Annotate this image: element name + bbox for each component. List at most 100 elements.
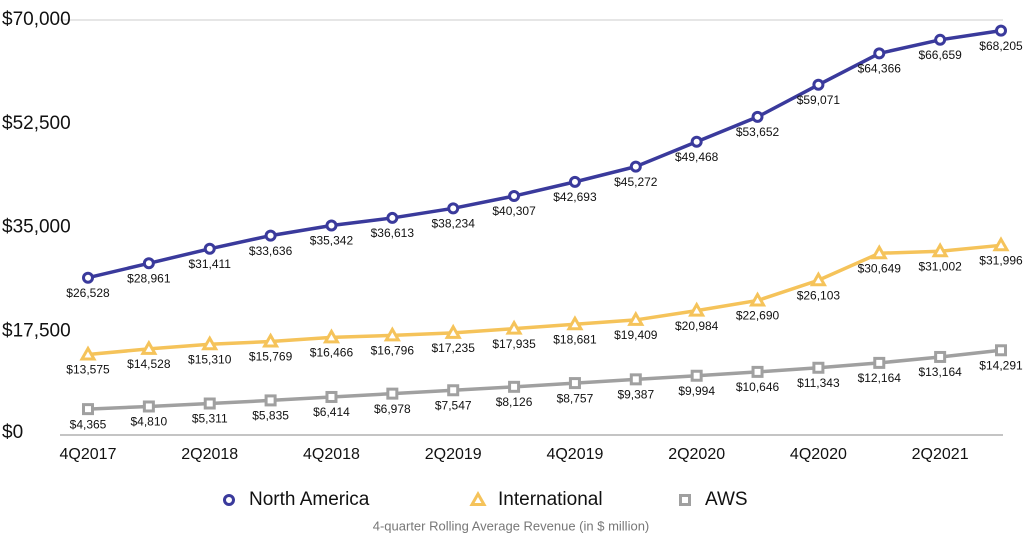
- point: [203, 242, 216, 255]
- data-label: $30,649: [858, 261, 902, 275]
- data-label: $9,387: [617, 388, 654, 402]
- data-label: $26,528: [66, 286, 110, 300]
- y-tick-label: $52,500: [2, 113, 71, 134]
- data-label: $66,659: [918, 48, 962, 62]
- point: [812, 78, 825, 91]
- x-axis-title: 4-quarter Rolling Average Revenue (in $ …: [373, 518, 650, 533]
- data-label: $8,126: [496, 395, 533, 409]
- x-tick-label: 2Q2019: [425, 446, 482, 463]
- point: [262, 332, 280, 348]
- data-label: $12,164: [858, 371, 902, 385]
- point: [870, 244, 888, 260]
- data-label: $15,769: [249, 350, 293, 364]
- data-label: $5,835: [252, 409, 289, 423]
- point: [447, 202, 460, 215]
- point: [690, 135, 703, 148]
- legend-label: North America: [249, 489, 370, 510]
- point: [931, 242, 949, 258]
- point: [934, 33, 947, 46]
- y-tick-label: $17,500: [2, 320, 71, 341]
- data-label: $13,164: [918, 365, 962, 379]
- point: [82, 271, 94, 284]
- point: [508, 190, 521, 203]
- data-label: $13,575: [66, 363, 110, 377]
- point: [322, 328, 341, 344]
- point: [140, 339, 158, 355]
- point: [751, 365, 764, 378]
- point: [873, 356, 886, 369]
- point: [142, 257, 155, 270]
- series-line: [87, 243, 1002, 357]
- data-label: $28,961: [127, 271, 171, 285]
- data-label: $19,409: [614, 328, 658, 342]
- data-label: $26,103: [797, 288, 841, 302]
- data-label: $11,343: [797, 376, 840, 390]
- data-label: $36,613: [371, 226, 415, 240]
- legend-marker: [469, 490, 487, 506]
- x-tick-label: 2Q2020: [668, 446, 725, 463]
- x-tick-label: 2Q2021: [912, 446, 969, 463]
- y-tick-label: $35,000: [2, 217, 71, 238]
- point: [748, 291, 767, 307]
- point: [995, 344, 1007, 357]
- point: [142, 400, 155, 413]
- point: [629, 160, 642, 173]
- data-label: $53,652: [736, 125, 780, 139]
- point: [992, 236, 1010, 252]
- data-label: $40,307: [492, 204, 536, 218]
- data-label: $8,757: [557, 391, 594, 405]
- point: [79, 345, 97, 361]
- data-label: $16,796: [371, 344, 415, 358]
- point: [751, 110, 764, 123]
- data-label: $17,935: [492, 337, 536, 351]
- point: [568, 377, 581, 390]
- data-label: $9,994: [678, 384, 715, 398]
- data-label: $6,414: [313, 405, 350, 419]
- data-label: $4,365: [70, 417, 107, 431]
- legend-marker: [223, 494, 235, 506]
- data-label: $59,071: [797, 93, 841, 107]
- point: [568, 175, 581, 188]
- point: [566, 315, 584, 331]
- point: [383, 326, 401, 342]
- data-label: $31,411: [188, 257, 231, 271]
- data-label: $17,235: [432, 341, 476, 355]
- point: [995, 24, 1007, 37]
- point: [264, 229, 277, 242]
- data-label: $16,466: [310, 346, 354, 360]
- data-label: $14,291: [979, 358, 1023, 372]
- point: [629, 373, 642, 386]
- point: [325, 390, 338, 403]
- data-label: $6,978: [374, 402, 411, 416]
- legend-label: International: [498, 489, 603, 510]
- data-label: $22,690: [736, 309, 780, 323]
- data-label: $31,996: [979, 253, 1023, 267]
- data-label: $49,468: [675, 150, 719, 164]
- legend-label: AWS: [705, 489, 748, 510]
- data-label: $14,528: [127, 357, 171, 371]
- x-tick-label: 2Q2018: [181, 446, 238, 463]
- x-tick-label: 4Q2018: [303, 446, 360, 463]
- point: [934, 350, 947, 363]
- point: [508, 380, 521, 393]
- data-label: $45,272: [614, 175, 658, 189]
- point: [627, 310, 645, 326]
- data-label: $38,234: [432, 216, 476, 230]
- data-label: $31,002: [918, 259, 962, 273]
- data-label: $20,984: [675, 319, 719, 333]
- point: [690, 369, 703, 382]
- point: [203, 397, 216, 410]
- point: [812, 361, 825, 374]
- data-label: $35,342: [310, 234, 354, 248]
- legend-marker: [679, 494, 691, 506]
- data-label: $64,366: [858, 62, 902, 76]
- data-label: $5,311: [192, 412, 228, 426]
- data-label: $7,547: [435, 398, 472, 412]
- point: [386, 387, 399, 400]
- point: [201, 335, 219, 351]
- data-label: $10,646: [736, 380, 780, 394]
- x-tick-label: 4Q2017: [60, 446, 117, 463]
- y-tick-label: $0: [2, 422, 23, 443]
- point: [873, 47, 886, 60]
